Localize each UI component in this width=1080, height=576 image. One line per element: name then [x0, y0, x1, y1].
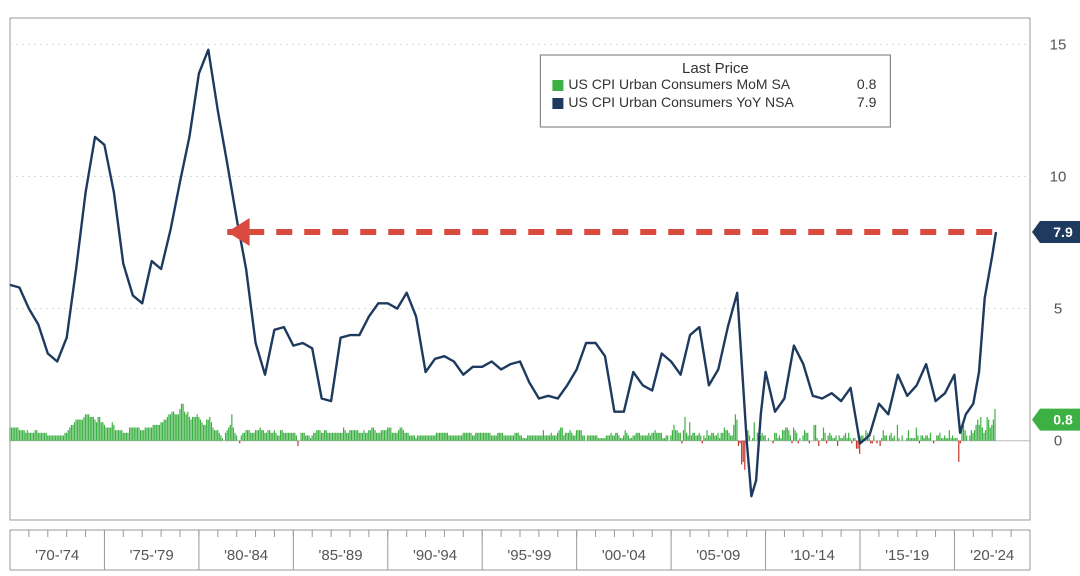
chart-svg: 0 5 10 15 '70-'74 '75-'79 '80-'84 '85-'89 '90-'9…: [0, 0, 1080, 576]
svg-text:5: 5: [1054, 301, 1062, 318]
svg-text:7.9: 7.9: [1053, 224, 1073, 240]
svg-text:'00-'04: '00-'04: [602, 547, 646, 564]
svg-text:0.8: 0.8: [857, 76, 877, 92]
svg-text:7.9: 7.9: [857, 94, 877, 110]
svg-text:Last Price: Last Price: [682, 60, 749, 77]
svg-text:'75-'79: '75-'79: [130, 547, 174, 564]
svg-text:'95-'99: '95-'99: [507, 547, 551, 564]
svg-text:15: 15: [1050, 36, 1067, 53]
svg-text:'80-'84: '80-'84: [224, 547, 268, 564]
svg-text:'10-'14: '10-'14: [791, 547, 835, 564]
svg-text:'70-'74: '70-'74: [35, 547, 79, 564]
svg-text:'85-'89: '85-'89: [319, 547, 363, 564]
svg-text:'05-'09: '05-'09: [696, 547, 740, 564]
svg-text:'90-'94: '90-'94: [413, 547, 457, 564]
svg-text:US CPI Urban Consumers YoY NSA: US CPI Urban Consumers YoY NSA: [568, 94, 794, 110]
svg-text:10: 10: [1050, 169, 1067, 186]
svg-text:'20-'24: '20-'24: [970, 547, 1014, 564]
svg-text:'15-'19: '15-'19: [885, 547, 929, 564]
svg-text:0: 0: [1054, 433, 1062, 450]
svg-text:US CPI Urban Consumers MoM SA: US CPI Urban Consumers MoM SA: [568, 76, 790, 92]
svg-text:0.8: 0.8: [1053, 412, 1073, 428]
chart-container: 0 5 10 15 '70-'74 '75-'79 '80-'84 '85-'89 '90-'9…: [0, 0, 1080, 576]
